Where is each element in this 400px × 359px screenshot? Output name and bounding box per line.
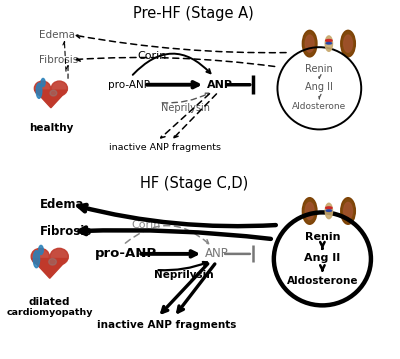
Text: Corin: Corin: [131, 220, 161, 230]
Text: healthy: healthy: [29, 123, 73, 133]
Ellipse shape: [305, 202, 314, 220]
Text: Aldosterone: Aldosterone: [287, 276, 358, 286]
Ellipse shape: [36, 83, 42, 98]
Ellipse shape: [344, 35, 352, 52]
Text: dilated: dilated: [29, 297, 70, 307]
Ellipse shape: [50, 248, 68, 265]
Ellipse shape: [51, 81, 68, 96]
Ellipse shape: [341, 30, 355, 57]
Text: Ang II: Ang II: [306, 82, 333, 92]
Ellipse shape: [302, 30, 317, 57]
Text: Pre-HF (Stage A): Pre-HF (Stage A): [133, 6, 254, 21]
Ellipse shape: [326, 207, 332, 209]
Text: Edema: Edema: [40, 198, 84, 211]
Text: pro-ANP: pro-ANP: [95, 247, 157, 260]
Ellipse shape: [326, 42, 332, 44]
Text: inactive ANP fragments: inactive ANP fragments: [97, 320, 237, 330]
Text: Renin: Renin: [305, 232, 340, 242]
Ellipse shape: [50, 90, 57, 96]
Ellipse shape: [39, 245, 43, 255]
Ellipse shape: [34, 81, 50, 96]
Text: Fibrosis: Fibrosis: [40, 55, 79, 65]
Ellipse shape: [326, 210, 332, 211]
Ellipse shape: [31, 248, 49, 265]
Text: ANP: ANP: [207, 80, 233, 90]
Text: Fibrosis: Fibrosis: [40, 225, 92, 238]
Ellipse shape: [326, 39, 332, 42]
Polygon shape: [32, 258, 68, 278]
Ellipse shape: [302, 198, 317, 224]
Ellipse shape: [341, 198, 355, 224]
Ellipse shape: [41, 78, 45, 87]
Ellipse shape: [305, 35, 314, 52]
Text: Ang II: Ang II: [304, 253, 340, 263]
Text: Renin: Renin: [306, 64, 333, 74]
Text: cardiomyopathy: cardiomyopathy: [6, 308, 93, 317]
Polygon shape: [35, 90, 67, 108]
Ellipse shape: [325, 36, 332, 51]
Text: inactive ANP fragments: inactive ANP fragments: [109, 143, 221, 152]
Ellipse shape: [49, 258, 56, 265]
Text: Neprilysin: Neprilysin: [154, 270, 213, 280]
Text: ANP: ANP: [205, 247, 229, 260]
Text: Corin: Corin: [137, 51, 166, 61]
Text: Neprilysin: Neprilysin: [161, 103, 210, 113]
Text: HF (Stage C,D): HF (Stage C,D): [140, 176, 248, 191]
Ellipse shape: [33, 251, 40, 268]
Text: pro-ANP: pro-ANP: [108, 80, 150, 90]
Text: Aldosterone: Aldosterone: [292, 102, 346, 111]
Ellipse shape: [325, 203, 332, 219]
Ellipse shape: [344, 202, 352, 220]
Text: Edema: Edema: [40, 30, 76, 39]
